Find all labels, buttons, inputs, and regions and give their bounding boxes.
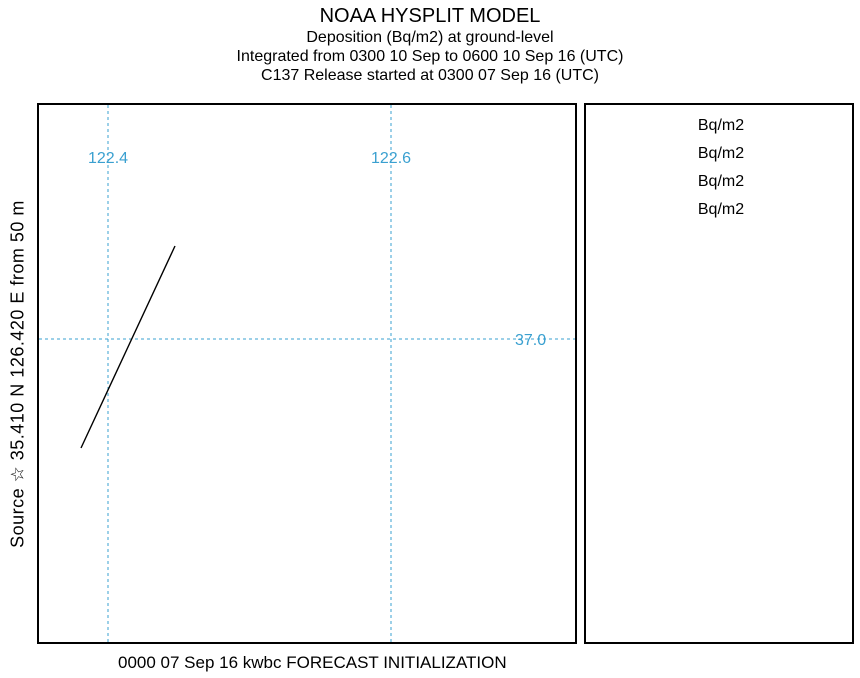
title-block: NOAA HYSPLIT MODEL Deposition (Bq/m2) at… (0, 4, 860, 85)
map-subtitle-integration: Integrated from 0300 10 Sep to 0600 10 S… (236, 48, 624, 65)
legend-unit-label: Bq/m2 (697, 145, 745, 162)
coastline-segment (80, 245, 176, 449)
legend-unit-label: Bq/m2 (697, 173, 745, 190)
map-title: NOAA HYSPLIT MODEL (319, 5, 541, 27)
source-location-label: Source ☆ 35.410 N 126.420 E from 50 m (7, 200, 28, 548)
forecast-initialization-footer: 0000 07 Sep 16 kwbc FORECAST INITIALIZAT… (118, 653, 507, 672)
longitude-label-122-4: 122.4 (88, 150, 128, 167)
map-panel: 122.4 122.6 37.0 (37, 103, 577, 644)
legend-panel: Bq/m2 Bq/m2 Bq/m2 Bq/m2 (584, 103, 854, 644)
longitude-label-122-6: 122.6 (371, 150, 411, 167)
legend-unit-label: Bq/m2 (697, 117, 745, 134)
latitude-label-37-0: 37.0 (515, 332, 546, 349)
map-subtitle-quantity: Deposition (Bq/m2) at ground-level (306, 29, 554, 46)
legend-unit-label: Bq/m2 (697, 201, 745, 218)
map-canvas: 122.4 122.6 37.0 (39, 105, 575, 642)
map-subtitle-release: C137 Release started at 0300 07 Sep 16 (… (261, 67, 599, 84)
